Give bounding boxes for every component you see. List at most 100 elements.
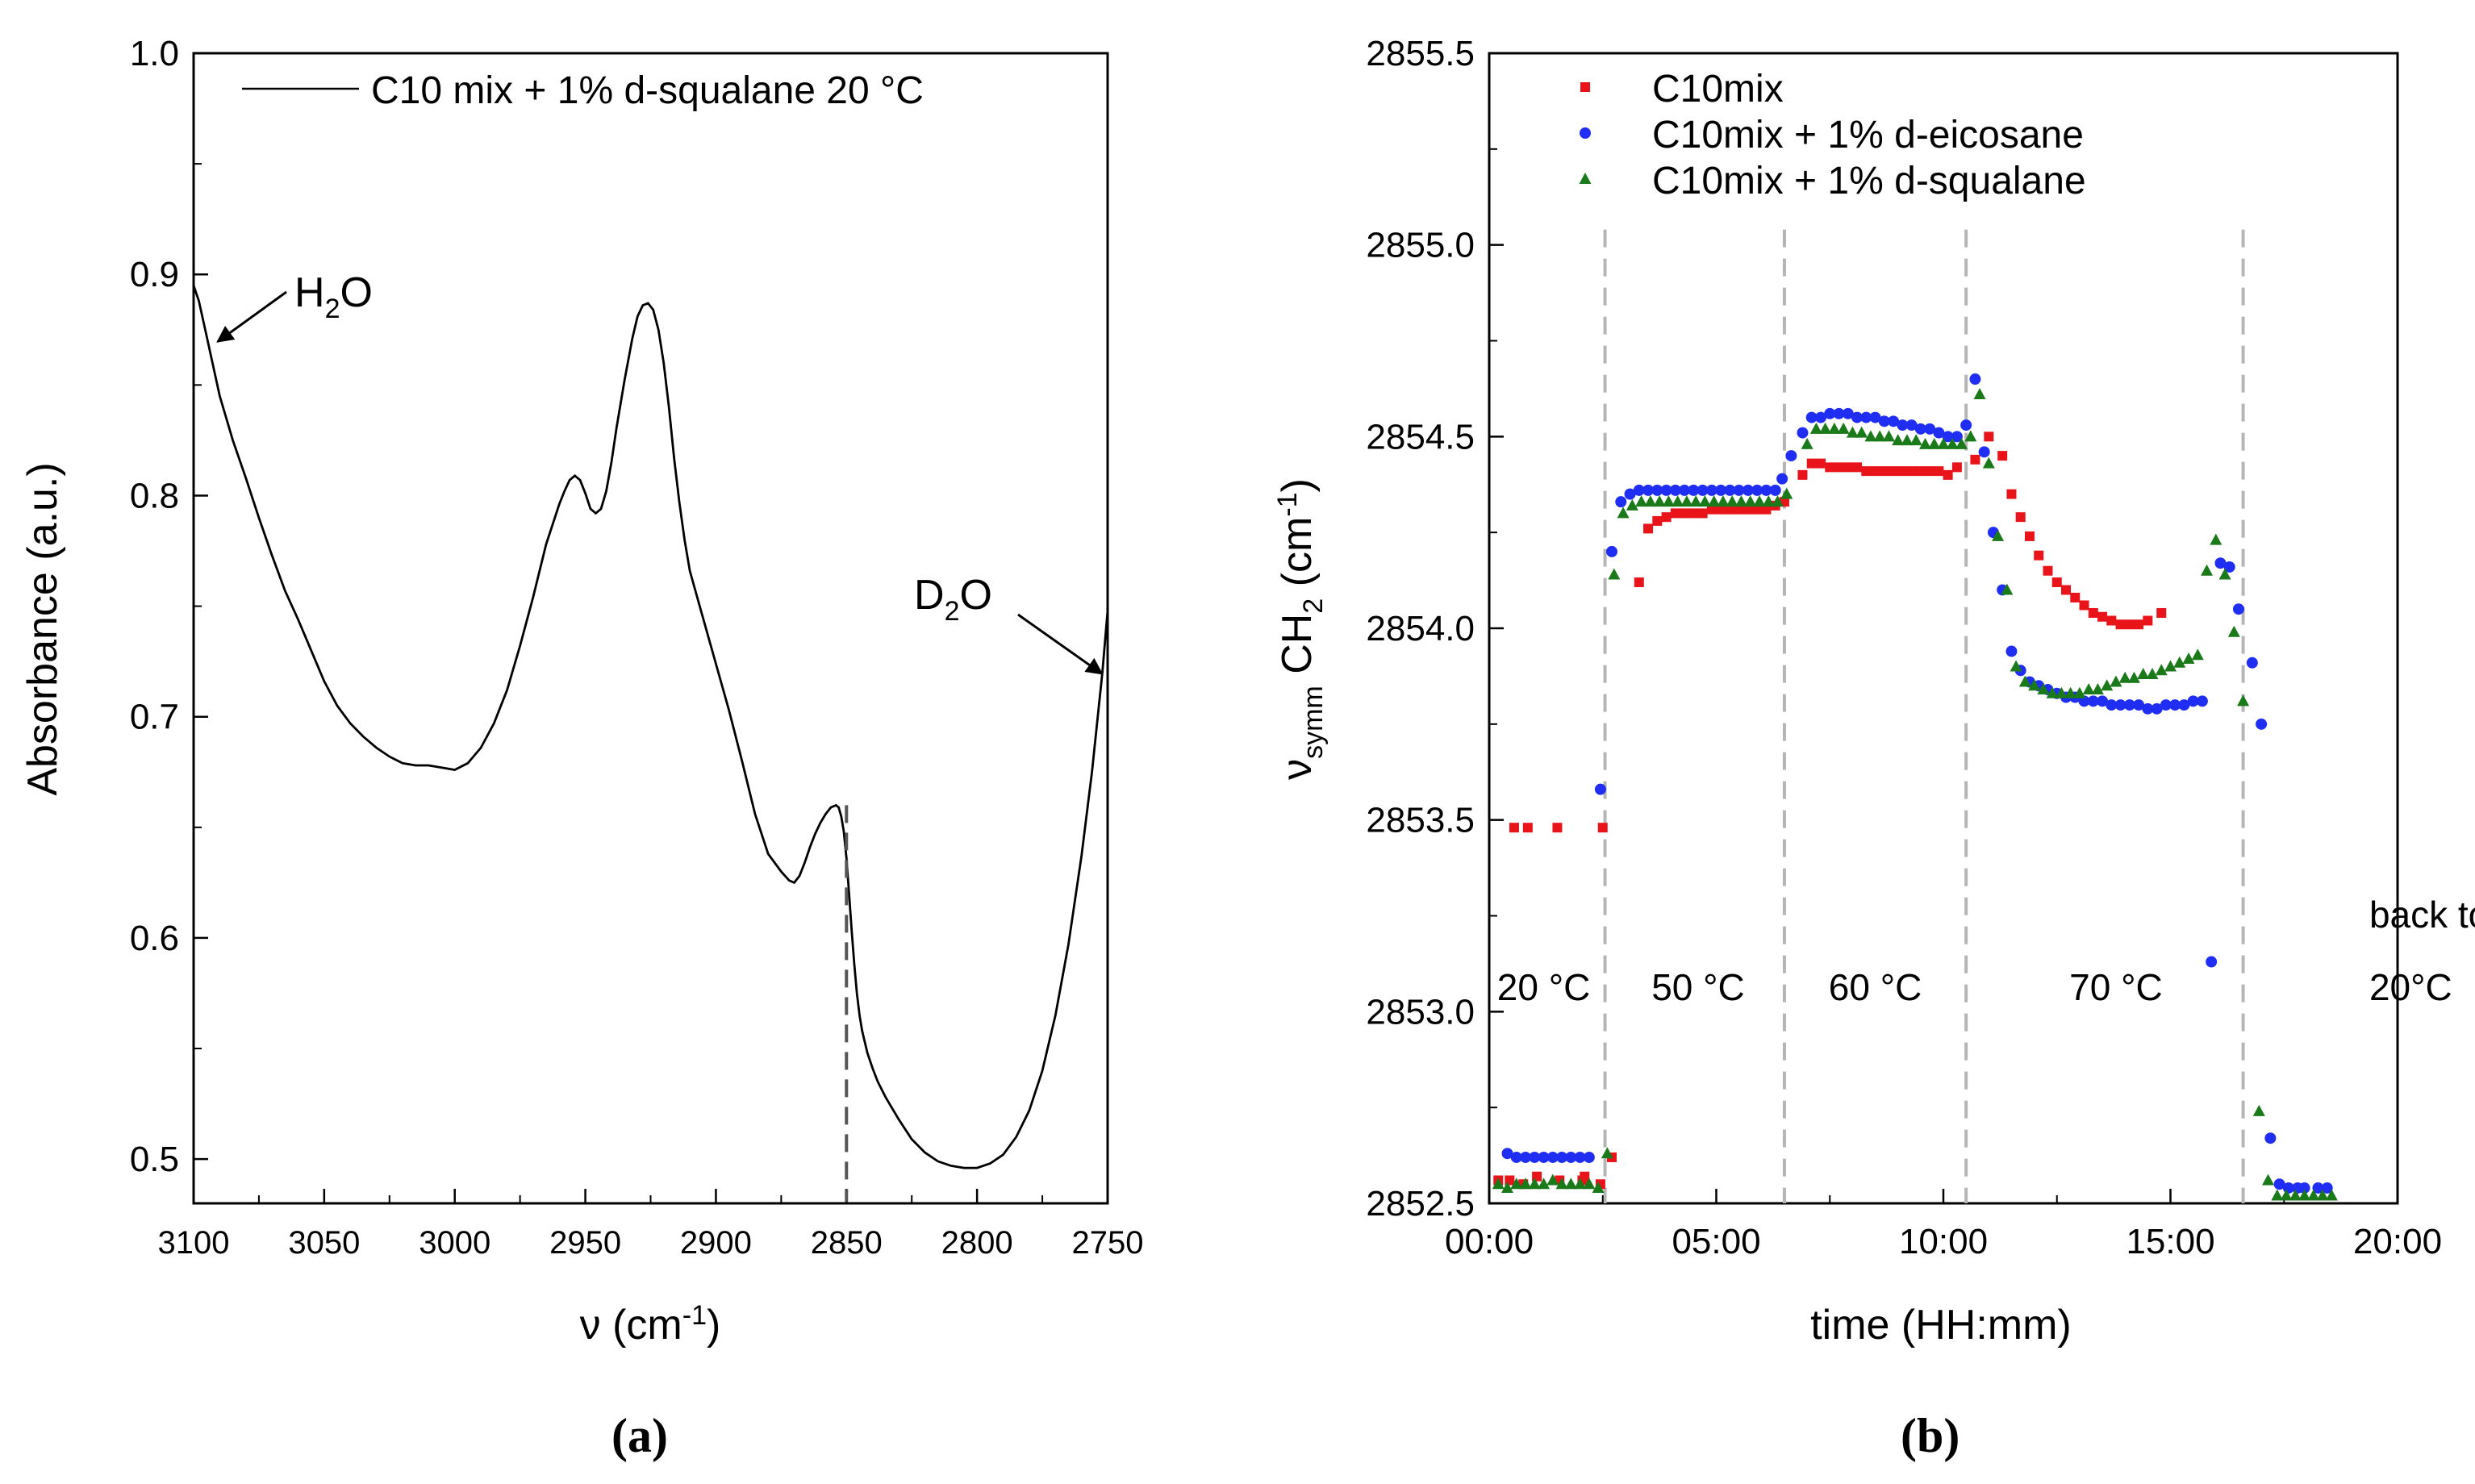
panel-a-x-tick-label: 2900 <box>680 1225 752 1261</box>
panel-b-data-point <box>2127 671 2140 683</box>
panel-b-data-point <box>1705 484 1717 496</box>
panel-b-data-point <box>1522 823 1533 833</box>
panel-b-series-triangle <box>1492 388 2338 1201</box>
panel-b-data-point <box>2073 686 2086 698</box>
panel-b-data-point <box>1724 484 1736 496</box>
panel-b-data-point <box>1978 446 1990 458</box>
panel-b-x-tick-label: 10:00 <box>1899 1222 1988 1261</box>
panel-b-data-point <box>1905 419 1918 431</box>
panel-b-x-ticks: 00:00 05:00 10:00 15:00 20:00 <box>1445 1189 2442 1261</box>
panel-b-data-point <box>2088 607 2098 618</box>
panel-b-data-point <box>1951 462 1962 473</box>
panel-b-data-point <box>1785 450 1797 462</box>
panel-b-data-point <box>1651 484 1663 496</box>
panel-b-data-point <box>2079 600 2089 611</box>
panel-b-x-tick-label: 05:00 <box>1672 1222 1760 1261</box>
panel-b-data-point <box>2037 683 2050 695</box>
panel-b-data-point <box>1583 1151 1595 1163</box>
panel-b-data-point <box>1660 484 1672 496</box>
panel-b-data-point <box>1861 466 1872 477</box>
panel-a-x-tick-label: 3000 <box>419 1225 490 1261</box>
panel-b-series <box>1492 373 2338 1201</box>
panel-b-data-point <box>1942 431 1954 443</box>
panel-b-data-point <box>1846 426 1859 438</box>
panel-b-data-point <box>1814 411 1826 423</box>
panel-b-time-series-chart: 20 °C 50 °C 60 °C 70 °C back to 20°C 00:00 05:… <box>1272 34 2475 1462</box>
panel-b-data-point <box>2264 1132 2277 1144</box>
panel-b-data-point <box>2123 699 2135 711</box>
panel-b-data-point <box>2280 1189 2293 1201</box>
panel-b-data-point <box>1924 423 1936 435</box>
panel-a-x-tick-label: 3100 <box>158 1225 230 1261</box>
panel-b-x-tick-label: 20:00 <box>2353 1222 2442 1261</box>
panel-b-data-point <box>1751 484 1763 496</box>
panel-b-data-point <box>2133 699 2145 711</box>
panel-b-data-point <box>2134 619 2144 630</box>
panel-b-data-point <box>1606 545 1618 557</box>
panel-b-data-point <box>1970 454 1980 465</box>
panel-b-data-point <box>2087 695 2099 707</box>
panel-b-data-point <box>2118 671 2131 683</box>
panel-b-data-point <box>1889 466 1899 477</box>
panel-b-data-point <box>1519 1178 1532 1190</box>
panel-b-data-point <box>1520 1151 1532 1163</box>
panel-b-data-point <box>1652 515 1663 526</box>
panel-b-data-point <box>2298 1189 2311 1201</box>
panel-b-data-point <box>1842 407 1854 419</box>
panel-b-data-point <box>1697 484 1709 496</box>
panel-b-data-point <box>1925 466 1935 477</box>
panel-b-data-point <box>1852 462 1863 473</box>
panel-b-data-point <box>1633 484 1645 496</box>
panel-a-x-tick-label: 2850 <box>811 1225 883 1261</box>
panel-b-data-point <box>1878 415 1890 427</box>
panel-b-data-point <box>1797 427 1809 439</box>
panel-b-data-point <box>1744 495 1757 507</box>
panel-b-data-point <box>2191 648 2204 661</box>
panel-b-data-point <box>1776 473 1788 485</box>
panel-b-data-point <box>2061 585 2072 595</box>
panel-b-data-point <box>1672 495 1684 507</box>
panel-b-data-point <box>1833 407 1845 419</box>
panel-b-data-point <box>1855 426 1868 438</box>
panel-b-data-point <box>1864 430 1877 442</box>
panel-b-plot-frame <box>1488 52 2399 1205</box>
panel-b-data-point <box>2178 699 2190 711</box>
panel-a-d2o-label: D2O <box>914 572 992 627</box>
panel-b-data-point <box>1960 419 1972 431</box>
panel-b-data-point <box>1717 495 1730 507</box>
panel-b-data-point <box>1617 506 1630 519</box>
panel-b-data-point <box>2201 564 2214 576</box>
panel-b-data-point <box>1918 437 1931 449</box>
panel-b-data-point <box>2156 607 2167 618</box>
panel-b-data-point <box>2124 619 2135 630</box>
panel-b-data-point <box>2321 1182 2333 1194</box>
panel-b-data-point <box>1715 484 1727 496</box>
panel-b-data-point <box>2227 625 2240 637</box>
panel-b-data-point <box>1662 495 1675 507</box>
panel-a-x-tick-label: 3050 <box>288 1225 360 1261</box>
panel-b-data-point <box>1964 430 1977 442</box>
panel-b-data-point <box>2256 718 2268 730</box>
panel-b-legend-marker <box>1580 127 1591 139</box>
panel-b-y-tick-label: 2853.0 <box>1366 992 1475 1032</box>
panel-b-data-point <box>2078 695 2090 707</box>
panel-b-data-point <box>1679 484 1691 496</box>
panel-a-d2o-label-rest: O <box>959 572 991 619</box>
panel-b-data-point <box>2187 695 2199 707</box>
panel-b-data-point <box>1997 451 2008 461</box>
panel-b-data-point <box>2182 652 2195 665</box>
panel-a-x-tick-label: 2950 <box>549 1225 621 1261</box>
panel-b-data-point <box>1653 495 1666 507</box>
panel-b-data-point <box>1698 495 1711 507</box>
panel-b-y-tick-label: 2855.0 <box>1366 226 1475 265</box>
panel-b-data-point <box>1752 504 1763 515</box>
panel-b-data-point <box>1837 422 1850 434</box>
panel-b-data-point <box>1969 373 1981 386</box>
panel-b-data-point <box>2210 533 2222 545</box>
panel-b-data-point <box>2106 699 2118 711</box>
panel-b-data-point <box>1528 1178 1541 1190</box>
panel-b-data-point <box>1897 419 1909 431</box>
panel-b-y-ticks: 2852.5 2853.0 2853.5 2854.0 2854.5 2855.0 2855… <box>1366 34 1504 1223</box>
panel-b-data-point <box>1538 1178 1551 1190</box>
